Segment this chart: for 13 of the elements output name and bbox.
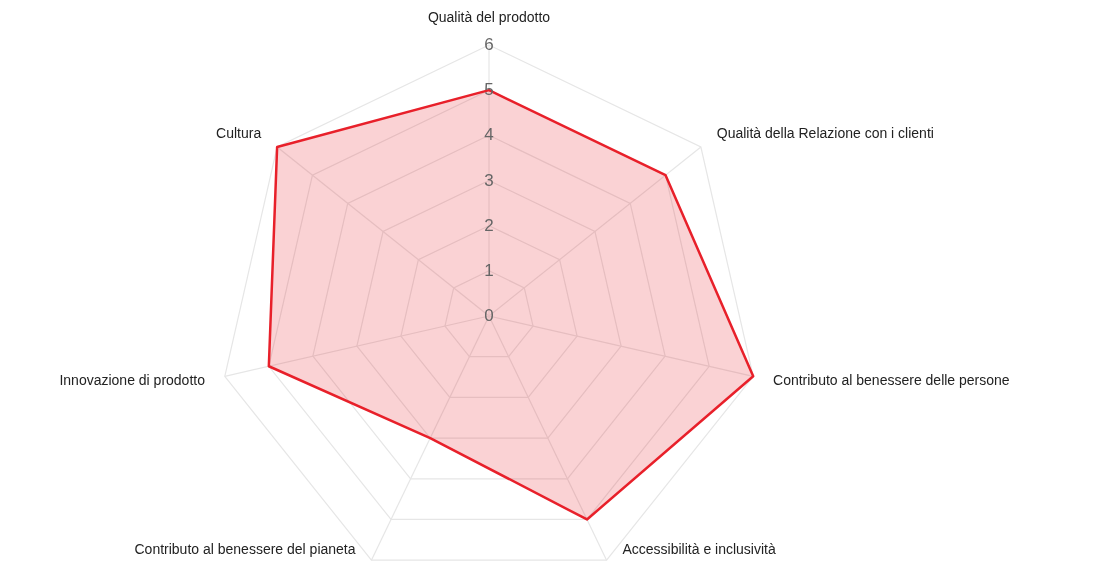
y-tick-label: 4: [484, 125, 494, 145]
spoke-label: Qualità del prodotto: [427, 8, 551, 25]
y-tick-label: 6: [484, 35, 494, 54]
spoke-label: Contributo al benessere delle persone: [773, 371, 1010, 388]
spoke-label: Contributo al benessere del pianeta: [134, 541, 356, 558]
y-tick-label: 3: [484, 170, 494, 190]
y-tick-label: 1: [484, 260, 494, 280]
y-tick-label: 2: [484, 215, 494, 235]
spoke-label: Innovazione di prodotto: [59, 371, 206, 388]
spoke-label: Accessibilità e inclusività: [622, 541, 776, 558]
y-tick-label: 0: [484, 306, 494, 325]
spoke-label: Qualità della Relazione con i clienti: [716, 125, 934, 142]
spoke-label: Cultura: [216, 125, 262, 142]
